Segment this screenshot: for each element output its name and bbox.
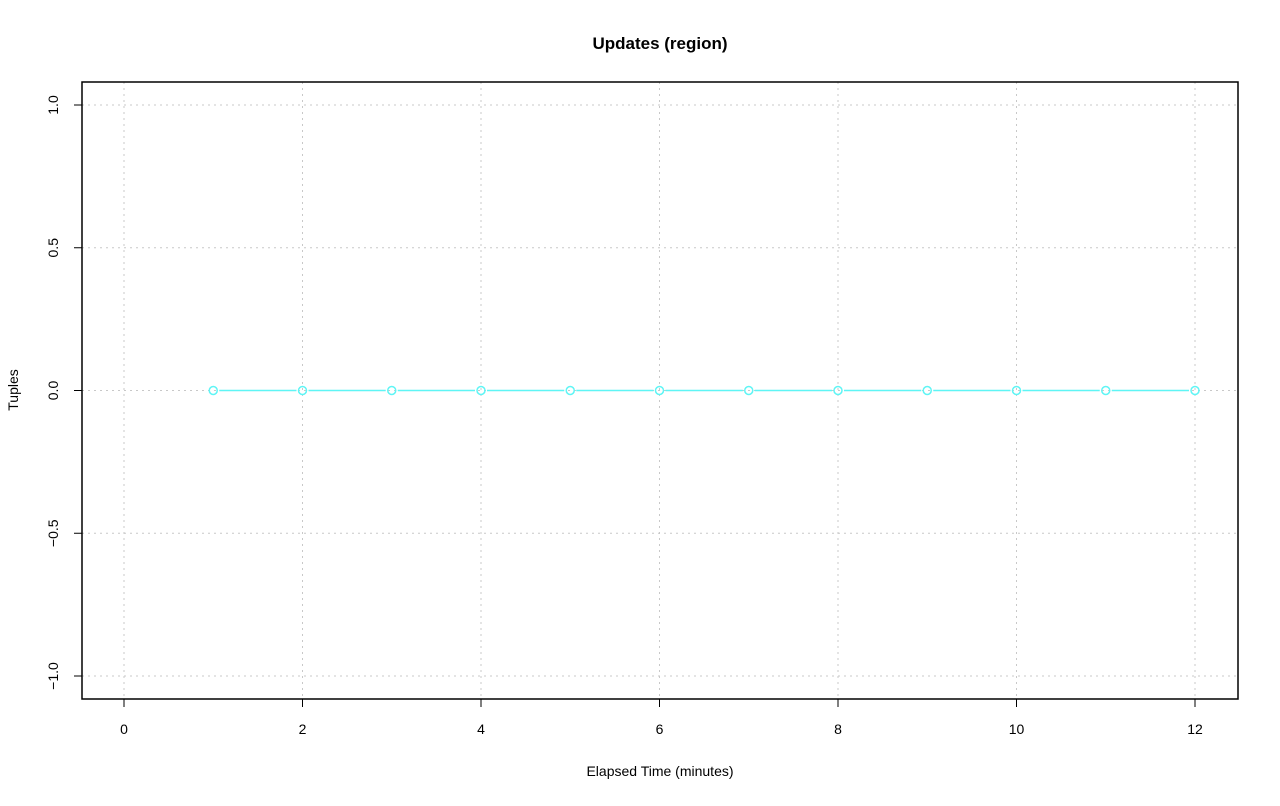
y-tick-label: 0.0 — [45, 381, 61, 401]
x-axis-label: Elapsed Time (minutes) — [586, 763, 733, 779]
data-point — [744, 385, 754, 396]
y-axis: −1.0 −0.5 0.0 0.5 1.0 — [45, 95, 82, 690]
y-tick-label: −1.0 — [45, 662, 61, 690]
data-point — [1101, 385, 1111, 396]
y-tick-label: 1.0 — [45, 95, 61, 115]
y-tick-label: 0.5 — [45, 238, 61, 258]
data-point — [297, 385, 308, 396]
x-tick-label: 8 — [834, 721, 842, 737]
data-point — [1011, 385, 1022, 396]
x-tick-label: 10 — [1009, 721, 1025, 737]
y-tick-label: −0.5 — [45, 519, 61, 547]
data-point — [654, 385, 665, 396]
x-axis: 0 2 4 6 8 10 12 — [120, 699, 1203, 737]
x-tick-label: 4 — [477, 721, 485, 737]
data-point — [476, 385, 486, 396]
data-point — [833, 385, 843, 396]
series — [208, 385, 1200, 396]
data-point — [1190, 385, 1200, 396]
chart-title: Updates (region) — [592, 34, 727, 53]
data-point — [922, 385, 932, 396]
grid — [82, 82, 1238, 699]
x-tick-label: 12 — [1187, 721, 1203, 737]
x-tick-label: 0 — [120, 721, 128, 737]
y-axis-label: Tuples — [5, 369, 21, 411]
x-tick-label: 6 — [656, 721, 664, 737]
data-point — [208, 385, 218, 396]
data-point — [387, 385, 397, 396]
x-tick-label: 2 — [299, 721, 307, 737]
data-point — [565, 385, 575, 396]
